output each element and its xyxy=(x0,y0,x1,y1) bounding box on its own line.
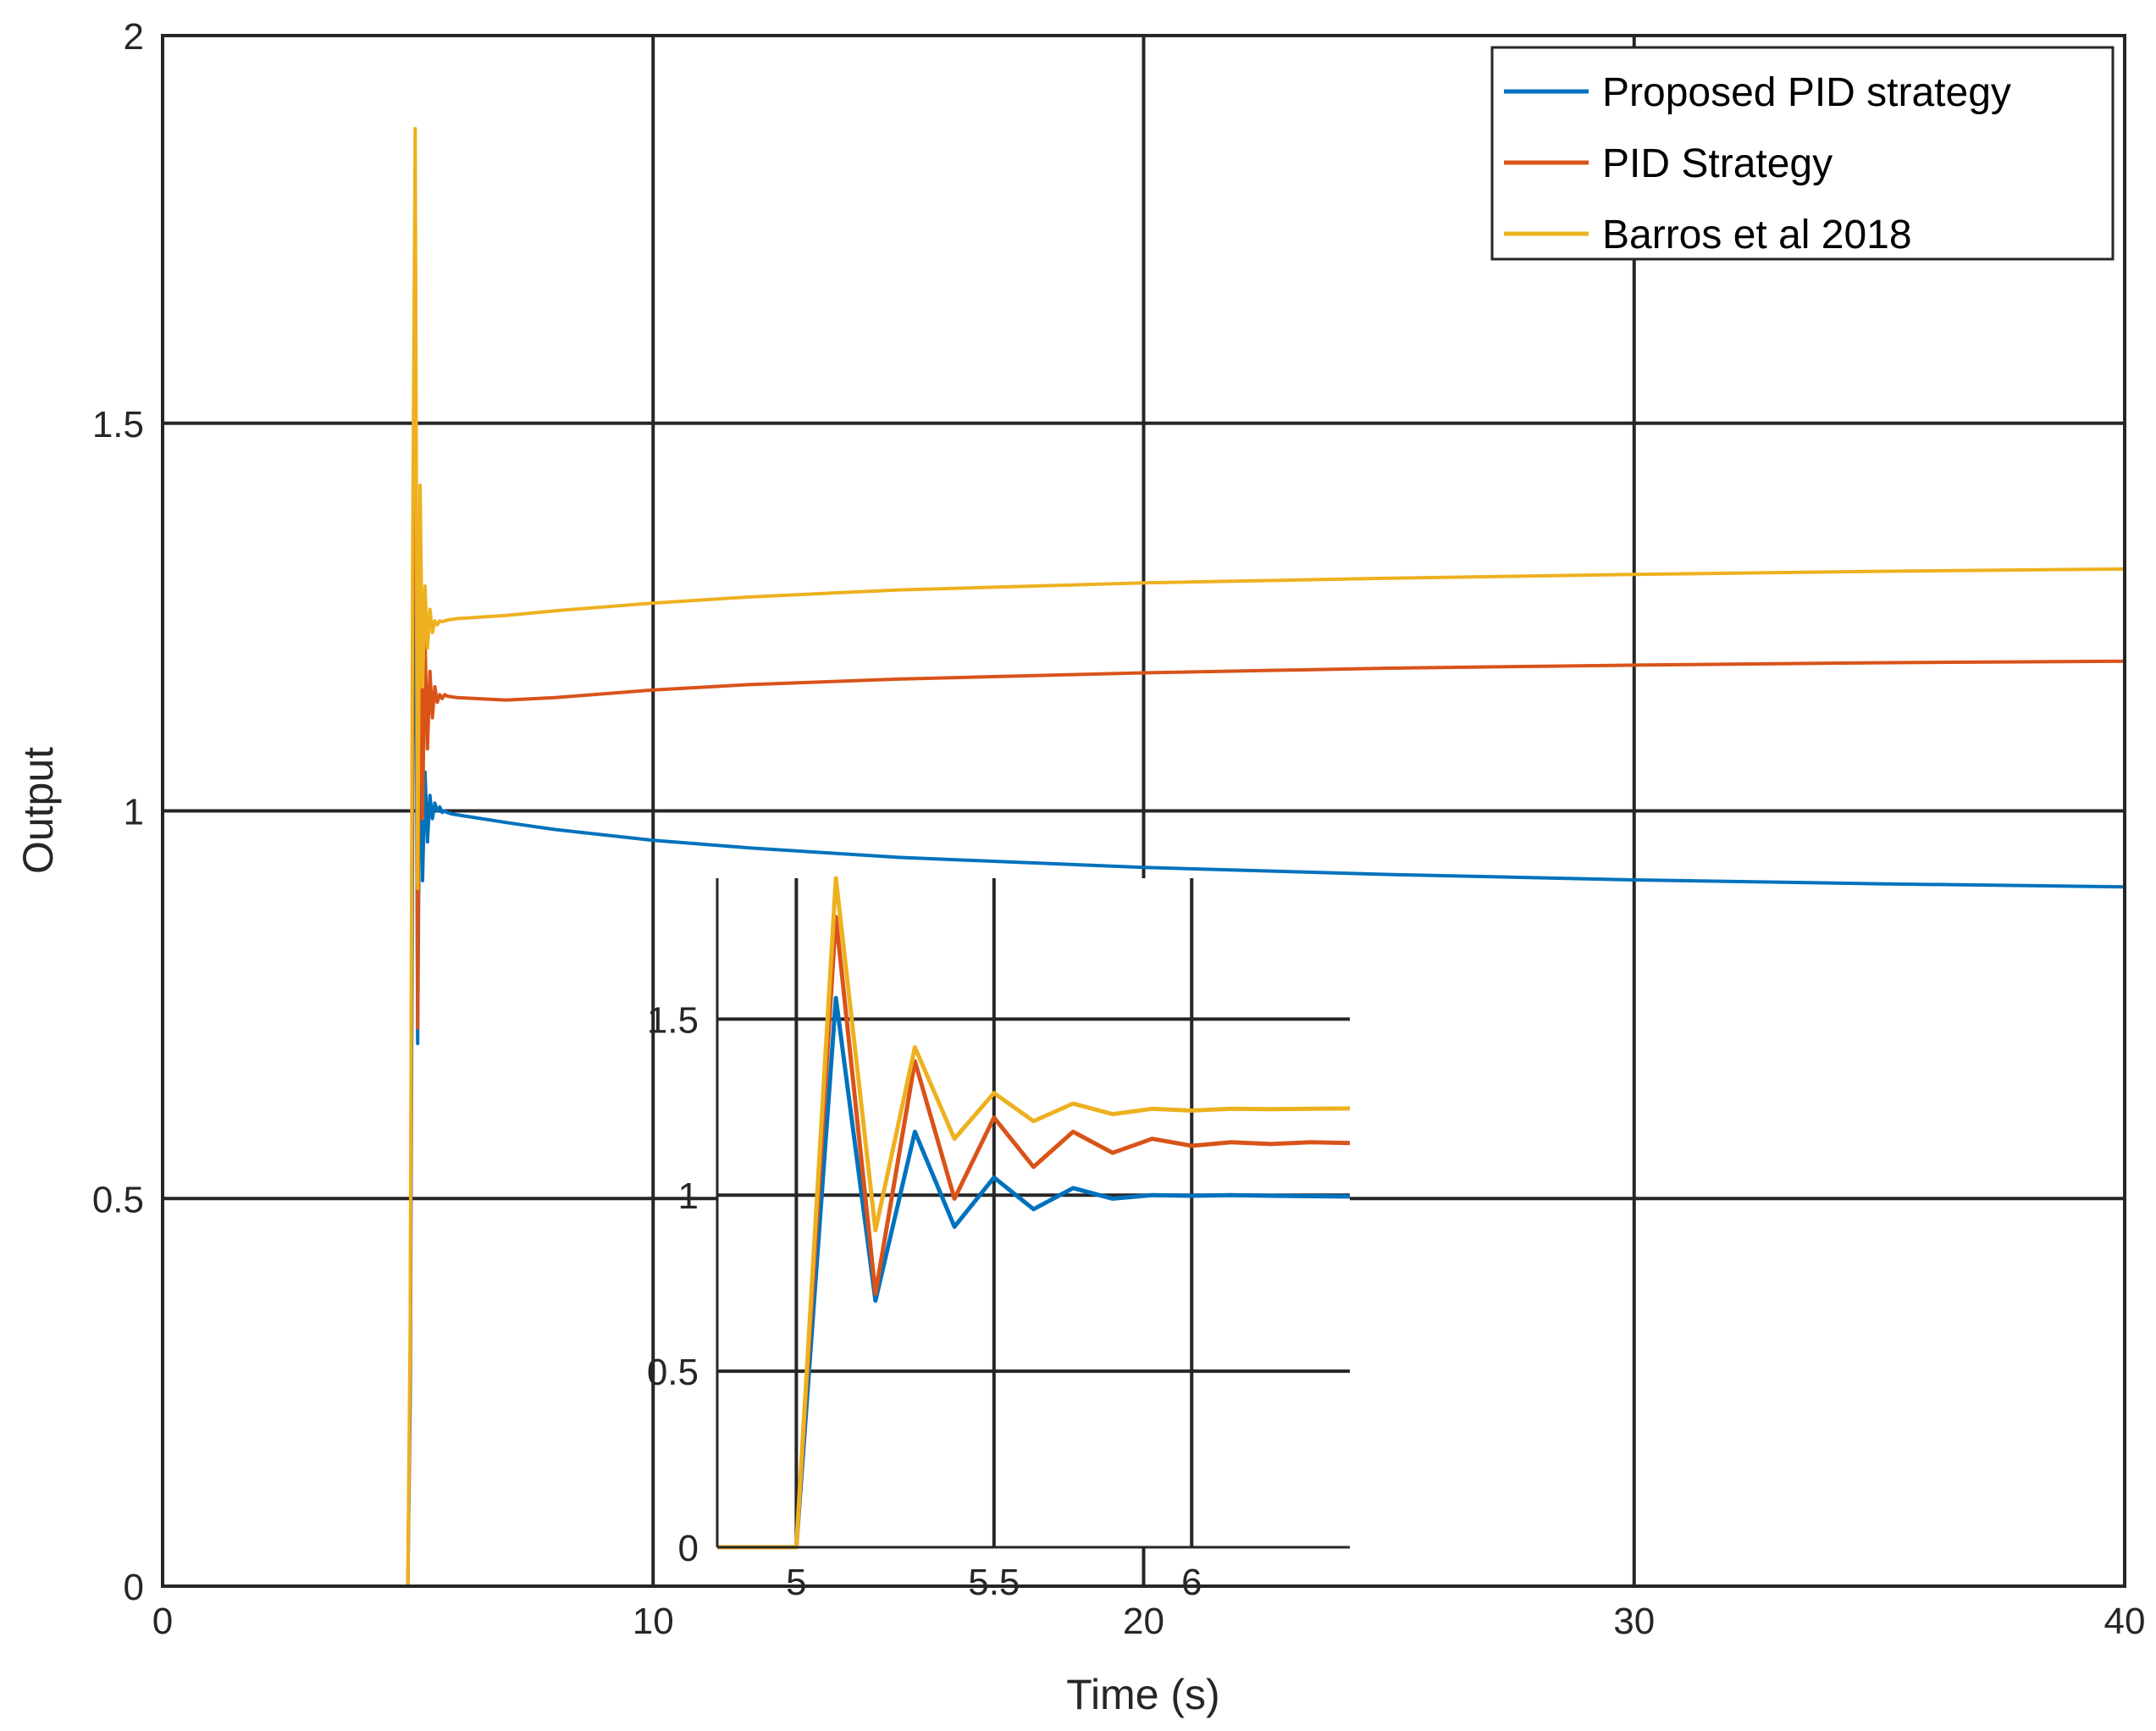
legend-label-1: PID Strategy xyxy=(1602,141,1833,186)
main-x-tick-label: 10 xyxy=(633,1601,674,1642)
main-y-tick-label: 1 xyxy=(124,792,144,833)
main-x-tick-label: 0 xyxy=(152,1601,173,1642)
inset-plot: 5 5.5 6 0 0.5 1 1.5 xyxy=(647,876,1351,1603)
main-y-tick-label: 1.5 xyxy=(92,404,144,445)
main-y-tick-label: 0 xyxy=(124,1567,144,1608)
legend-label-0: Proposed PID strategy xyxy=(1602,70,2011,115)
main-x-tick-label: 20 xyxy=(1123,1601,1164,1642)
inset-series-line-2 xyxy=(717,876,1351,1550)
legend: Proposed PID strategy PID Strategy Barros … xyxy=(1490,46,2115,261)
inset-x-tick-label: 5.5 xyxy=(968,1562,1020,1603)
main-series-lines xyxy=(163,126,2126,1588)
main-series-line-2 xyxy=(163,126,2126,1588)
inset-series-lines xyxy=(717,876,1351,1550)
inset-x-tick-label: 5 xyxy=(786,1562,806,1603)
y-axis-label: Output xyxy=(14,747,62,874)
inset-x-tick-label: 6 xyxy=(1181,1562,1202,1603)
legend-entries: Proposed PID strategy PID Strategy Barros … xyxy=(1504,70,2011,257)
main-x-tick-label: 40 xyxy=(2104,1601,2146,1642)
main-x-tick-label: 30 xyxy=(1613,1601,1655,1642)
inset-y-tick-label: 0.5 xyxy=(647,1352,699,1393)
inset-y-tick-label: 0 xyxy=(678,1528,699,1569)
inset-y-tick-label: 1 xyxy=(678,1175,699,1217)
main-y-tick-label: 2 xyxy=(124,16,144,58)
inset-plot-area xyxy=(717,878,1350,1547)
inset-series-line-1 xyxy=(717,915,1351,1550)
main-y-tick-label: 0.5 xyxy=(92,1179,144,1220)
x-axis-label: Time (s) xyxy=(1066,1671,1219,1718)
inset-tick-labels: 5 5.5 6 0 0.5 1 1.5 xyxy=(647,999,1202,1603)
inset-series-line-0 xyxy=(717,995,1351,1550)
main-plot-frame xyxy=(161,34,2126,1588)
legend-box xyxy=(1490,46,2115,261)
inset-y-tick-label: 1.5 xyxy=(647,999,699,1041)
legend-label-2: Barros et al 2018 xyxy=(1602,213,1912,257)
main-grid xyxy=(163,36,2125,1586)
